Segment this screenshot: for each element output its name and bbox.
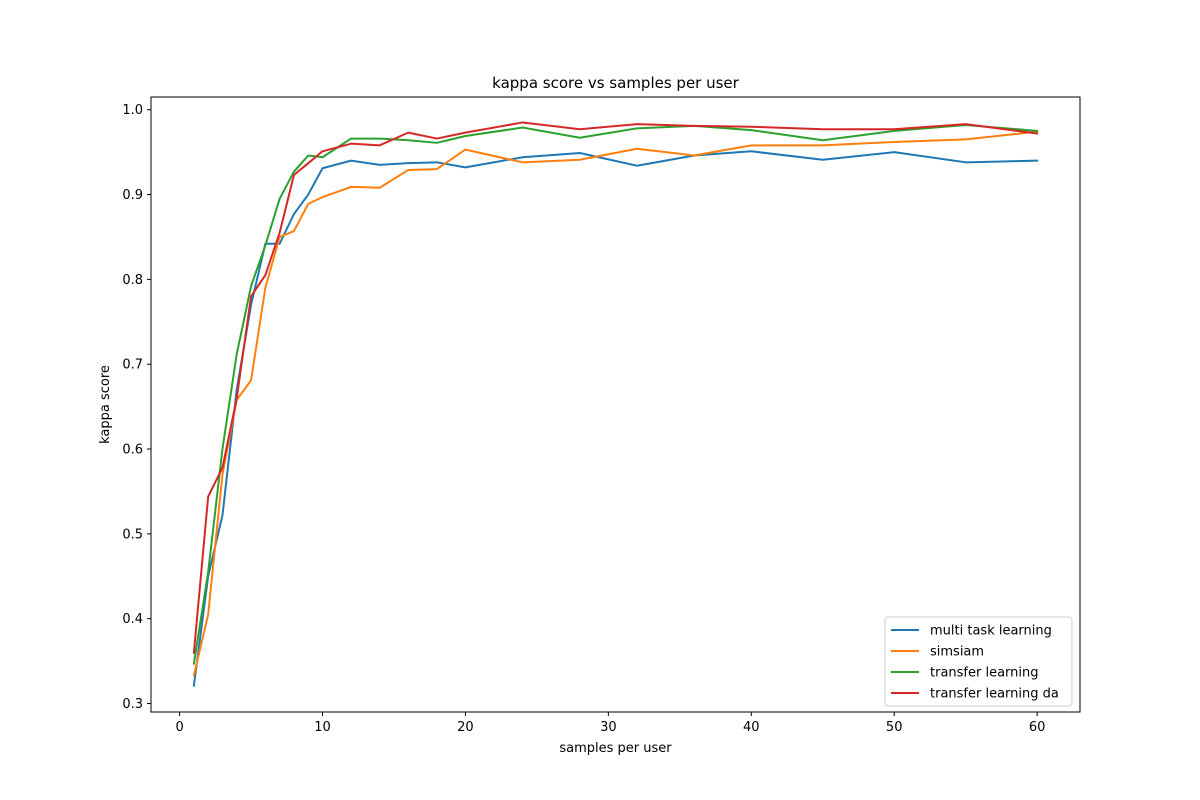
series-line-0 [192, 150, 1039, 687]
x-tick-label: 30 [600, 720, 617, 735]
series-line-3 [192, 121, 1039, 654]
x-tick-label: 20 [457, 720, 474, 735]
y-tick-label: 0.4 [122, 612, 143, 627]
x-tick-label: 60 [1029, 720, 1046, 735]
chart-title: kappa score vs samples per user [492, 74, 740, 92]
legend-label-2: transfer learning [930, 666, 1039, 681]
y-tick-label: 0.8 [122, 273, 143, 288]
x-tick-label: 50 [886, 720, 903, 735]
y-tick-label: 0.9 [122, 188, 143, 203]
legend-box [884, 616, 1073, 707]
x-tick-label: 40 [743, 720, 760, 735]
legend-label-1: simsiam [930, 645, 984, 660]
series-layer [192, 121, 1039, 687]
legend-label-0: multi task learning [930, 624, 1052, 639]
y-tick-label: 0.3 [122, 697, 143, 712]
series-line-2 [192, 123, 1039, 665]
x-tick-label: 0 [175, 720, 183, 735]
y-axis-label: kappa score [98, 365, 113, 444]
legend: multi task learning simsiam transfer learn… [884, 616, 1073, 707]
series-line-1 [192, 130, 1039, 677]
x-tick-label: 10 [314, 720, 331, 735]
legend-label-3: transfer learning da [930, 687, 1059, 702]
y-axis: 0.3 0.4 0.5 0.6 0.7 0.8 0.9 1.0 [122, 103, 151, 712]
y-tick-label: 1.0 [122, 103, 143, 118]
y-tick-label: 0.7 [122, 358, 143, 373]
y-tick-label: 0.5 [122, 527, 143, 542]
x-axis: 0 10 20 30 40 50 60 [175, 712, 1045, 735]
plot-area-frame [150, 96, 1081, 713]
y-tick-label: 0.6 [122, 443, 143, 458]
x-axis-label: samples per user [559, 741, 672, 756]
